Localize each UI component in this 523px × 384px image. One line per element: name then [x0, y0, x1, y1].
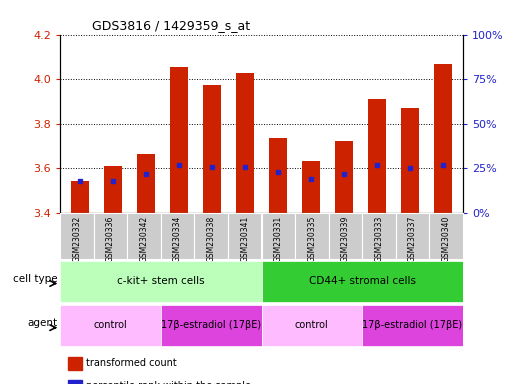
- Text: GSM230342: GSM230342: [140, 215, 149, 262]
- Text: transformed count: transformed count: [86, 358, 177, 368]
- FancyBboxPatch shape: [362, 305, 463, 346]
- Bar: [170, 67, 188, 213]
- Text: GSM230341: GSM230341: [240, 215, 249, 262]
- Text: percentile rank within the sample: percentile rank within the sample: [86, 381, 252, 384]
- Text: GSM230335: GSM230335: [308, 215, 316, 262]
- Bar: [335, 141, 353, 213]
- Bar: [68, 357, 82, 370]
- Bar: [401, 108, 419, 213]
- Text: GSM230337: GSM230337: [408, 215, 417, 262]
- FancyBboxPatch shape: [262, 261, 463, 301]
- Text: CD44+ stromal cells: CD44+ stromal cells: [309, 276, 416, 286]
- Text: GSM230332: GSM230332: [72, 215, 82, 262]
- FancyBboxPatch shape: [60, 261, 262, 301]
- Text: GSM230333: GSM230333: [374, 215, 383, 262]
- Bar: [236, 73, 254, 213]
- Text: c-kit+ stem cells: c-kit+ stem cells: [117, 276, 204, 286]
- Text: GSM230336: GSM230336: [106, 215, 115, 262]
- Text: GSM230340: GSM230340: [441, 215, 451, 262]
- Text: 17β-estradiol (17βE): 17β-estradiol (17βE): [161, 320, 261, 331]
- FancyBboxPatch shape: [262, 305, 362, 346]
- FancyBboxPatch shape: [161, 305, 262, 346]
- Text: cell type: cell type: [13, 274, 57, 284]
- Bar: [203, 85, 221, 213]
- Bar: [269, 138, 287, 213]
- Text: agent: agent: [27, 318, 57, 328]
- Text: 17β-estradiol (17βE): 17β-estradiol (17βE): [362, 320, 462, 331]
- Bar: [71, 181, 89, 213]
- Bar: [104, 166, 122, 213]
- Text: GSM230338: GSM230338: [207, 215, 215, 262]
- Text: GSM230339: GSM230339: [341, 215, 350, 262]
- Bar: [302, 161, 320, 213]
- Bar: [68, 380, 82, 384]
- Text: GDS3816 / 1429359_s_at: GDS3816 / 1429359_s_at: [93, 19, 251, 32]
- Text: GSM230334: GSM230334: [173, 215, 182, 262]
- Bar: [368, 99, 386, 213]
- Text: control: control: [295, 320, 329, 331]
- Text: GSM230331: GSM230331: [274, 215, 283, 262]
- Bar: [434, 64, 452, 213]
- Bar: [137, 154, 155, 213]
- Text: control: control: [94, 320, 128, 331]
- FancyBboxPatch shape: [60, 305, 161, 346]
